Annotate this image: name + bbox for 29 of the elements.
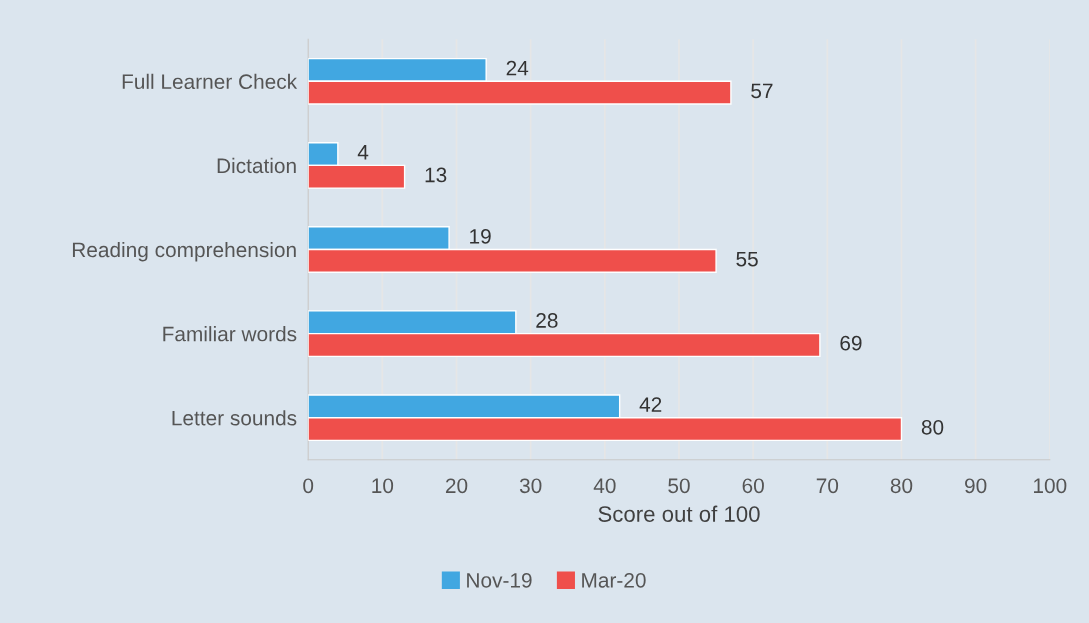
data-label: 13 — [425, 167, 447, 183]
x-tick-label: 10 — [372, 478, 394, 494]
legend-label: Mar-20 — [582, 572, 646, 588]
x-tick-label: 30 — [519, 478, 542, 494]
data-label: 42 — [639, 397, 662, 412]
x-tick-label: 70 — [816, 478, 839, 494]
data-label: 24 — [506, 60, 529, 76]
legend-label: Nov-19 — [467, 572, 532, 588]
data-label: 4 — [357, 145, 369, 160]
x-tick-label: 40 — [593, 478, 616, 494]
x-tick-label: 90 — [965, 478, 987, 494]
x-tick-label: 20 — [445, 478, 468, 494]
y-tick-label: Full Learner Check — [122, 73, 298, 90]
data-label: 55 — [736, 251, 758, 267]
x-tick-label: 100 — [1034, 478, 1067, 494]
data-label: 19 — [470, 229, 491, 244]
x-tick-label: 50 — [668, 478, 690, 494]
data-label: 69 — [840, 335, 862, 351]
y-tick-label: Dictation — [217, 157, 296, 174]
data-label: 28 — [536, 313, 558, 328]
data-label: 80 — [921, 419, 944, 435]
y-tick-label: Reading comprehension — [72, 241, 296, 262]
x-tick-label: 80 — [890, 478, 913, 494]
data-label: 57 — [751, 83, 773, 99]
x-tick-label: 0 — [303, 478, 314, 494]
x-tick-label: 60 — [742, 478, 764, 494]
y-tick-label: Letter sounds — [172, 410, 297, 426]
x-axis-title: Score out of 100 — [598, 505, 760, 522]
y-tick-label: Familiar words — [163, 326, 297, 342]
